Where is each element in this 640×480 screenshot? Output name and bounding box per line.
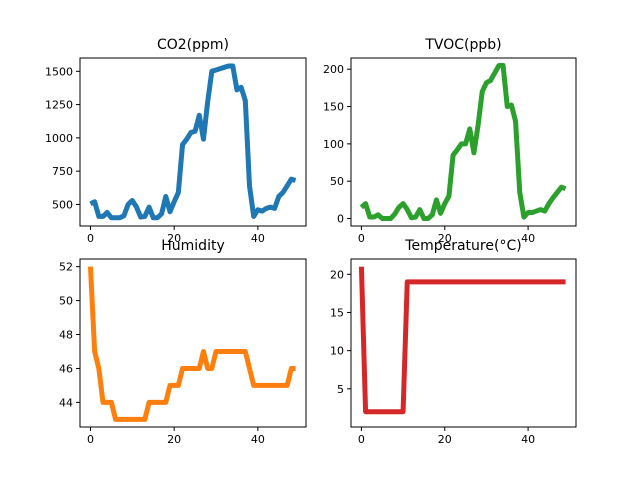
axes-frame: [350, 258, 577, 428]
y-tick-label: 44: [59, 396, 73, 409]
x-tick-label: 20: [438, 232, 452, 245]
x-tick-label: 0: [87, 433, 94, 446]
y-tick-label: 50: [330, 175, 344, 188]
chart-title: CO2(ppm): [157, 37, 229, 53]
y-tick-label: 15: [330, 306, 344, 319]
y-tick-label: 750: [52, 165, 73, 178]
axes-frame: [79, 258, 307, 428]
y-tick-label: 1000: [45, 132, 73, 145]
x-tick-label: 20: [167, 232, 181, 245]
subplot-3: 0 20 40 44 46 48 50 52 Humidity: [59, 238, 307, 446]
series-line: [87, 266, 296, 422]
x-tick-label: 0: [87, 232, 94, 245]
y-tick-label: 1500: [45, 65, 73, 78]
x-tick-label: 0: [358, 433, 365, 446]
x-tick-label: 40: [521, 433, 535, 446]
axes-frame: [350, 57, 577, 227]
x-tick-label: 20: [167, 433, 181, 446]
y-tick-label: 100: [323, 138, 344, 151]
y-tick-label: 0: [337, 213, 344, 226]
y-tick-label: 50: [59, 295, 73, 308]
y-tick-label: 1250: [45, 99, 73, 112]
y-tick-label: 200: [323, 63, 344, 76]
y-tick-label: 150: [323, 101, 344, 114]
y-tick-label: 5: [337, 383, 344, 396]
chart-title: TVOC(ppb): [424, 37, 501, 53]
x-tick-label: 40: [251, 433, 265, 446]
x-tick-label: 40: [251, 232, 265, 245]
subplot-2: 0 20 40 0 50 100 150 200 TVOC(ppb): [323, 37, 577, 245]
series-line: [359, 62, 567, 222]
chart-title: Humidity: [161, 238, 224, 254]
subplot-1: 0 20 40 500 750 1000 1250 1500 CO2(ppm): [45, 37, 307, 245]
series-line: [358, 266, 566, 415]
y-tick-label: 10: [330, 345, 344, 358]
series-line: [89, 63, 297, 221]
y-tick-label: 500: [52, 198, 73, 211]
x-tick-label: 40: [521, 232, 535, 245]
y-tick-label: 20: [330, 268, 344, 281]
subplot-4: 0 20 40 5 10 15 20 Temperature(°C): [330, 238, 577, 446]
axes-frame: [79, 57, 307, 227]
y-tick-label: 48: [59, 329, 73, 342]
x-tick-label: 0: [358, 232, 365, 245]
y-tick-label: 46: [59, 362, 73, 375]
y-tick-label: 52: [59, 261, 73, 274]
x-tick-label: 20: [438, 433, 452, 446]
chart-title: Temperature(°C): [404, 238, 521, 254]
